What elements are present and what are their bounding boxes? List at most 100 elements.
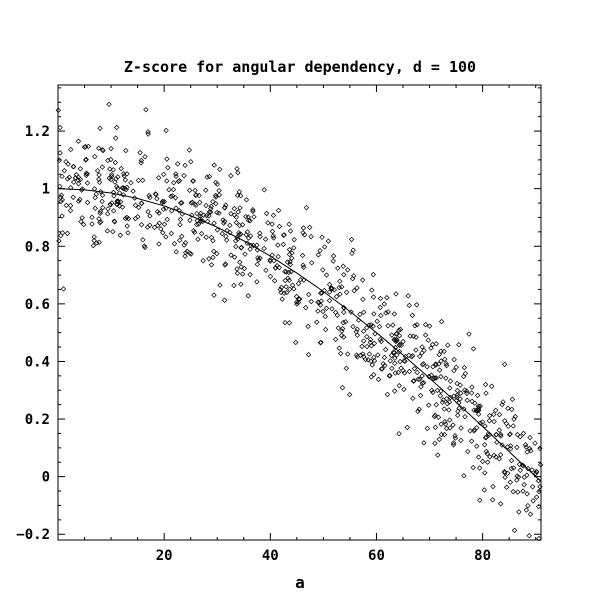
data-point [237,231,244,237]
data-point [320,267,326,273]
data-point [247,246,253,252]
data-point [392,360,398,367]
data-point [188,251,194,257]
data-point [239,271,246,277]
data-point [136,204,142,211]
data-point [206,256,212,262]
data-point [367,339,374,346]
data-point [124,171,130,177]
data-point [517,467,524,473]
data-point [233,243,239,250]
data-point [208,262,215,268]
data-point [340,319,346,326]
data-point [527,445,533,452]
data-point [371,311,377,317]
data-point [223,202,229,208]
data-point [297,277,304,283]
data-point [239,222,246,228]
data-point [394,337,400,344]
data-point [211,162,217,168]
data-point [257,234,263,240]
data-point [461,364,468,371]
data-point [413,334,419,340]
data-point [110,228,116,235]
data-point [515,489,521,495]
data-point [435,452,441,458]
data-point [490,411,497,418]
data-point [158,226,164,232]
data-point [67,207,74,214]
data-point [446,407,452,413]
data-point [532,440,538,446]
data-point [336,284,342,291]
data-point [511,527,518,534]
data-point [476,465,483,471]
data-point [526,533,532,539]
data-point [430,389,436,396]
data-point [272,265,279,271]
data-point [245,293,251,299]
data-point [166,187,172,193]
data-point [315,308,321,314]
data-point [348,236,355,243]
data-point [295,280,302,287]
data-point [254,279,260,285]
y-tick-label: 1.2 [25,124,50,140]
x-tick-label: 40 [262,548,279,564]
data-point [193,202,199,208]
data-point [214,209,220,216]
data-point [420,380,427,386]
data-point [458,437,464,444]
data-point [269,221,275,227]
data-point [115,199,121,205]
data-point [369,287,375,293]
data-point [96,145,102,151]
data-point [307,224,313,231]
data-point [213,179,219,186]
data-point [505,423,511,429]
data-point [319,290,325,296]
data-point [331,287,338,293]
data-point [321,244,328,250]
data-point [396,327,402,333]
data-point [282,277,288,284]
data-point [507,431,513,437]
data-point [156,241,162,247]
data-point [329,306,335,312]
data-point [244,229,251,235]
data-point [308,233,314,240]
data-point [479,458,486,465]
data-point [411,365,418,372]
data-point [351,287,357,294]
data-point [438,421,444,427]
data-point [486,418,493,424]
data-point [496,411,503,418]
data-point [160,230,166,236]
data-point [270,212,277,219]
data-point [533,469,540,475]
data-point [287,286,293,292]
data-point [289,250,295,256]
data-point [254,261,261,268]
data-point [413,302,420,308]
data-point [82,144,89,150]
data-point [419,373,425,379]
data-point [378,312,384,319]
data-point [78,218,84,225]
data-point [287,228,294,234]
data-point [124,223,130,229]
data-point [441,406,447,412]
data-point [489,383,495,389]
data-point [231,212,238,218]
data-point [533,470,539,477]
data-point [365,357,371,363]
data-point [155,175,162,181]
data-point [119,185,125,191]
data-point [417,376,423,382]
data-point [316,300,322,306]
data-point [89,214,95,220]
y-tick-label: 0.4 [25,354,50,370]
data-point [145,131,151,137]
data-point [55,107,62,113]
data-point [413,347,419,353]
